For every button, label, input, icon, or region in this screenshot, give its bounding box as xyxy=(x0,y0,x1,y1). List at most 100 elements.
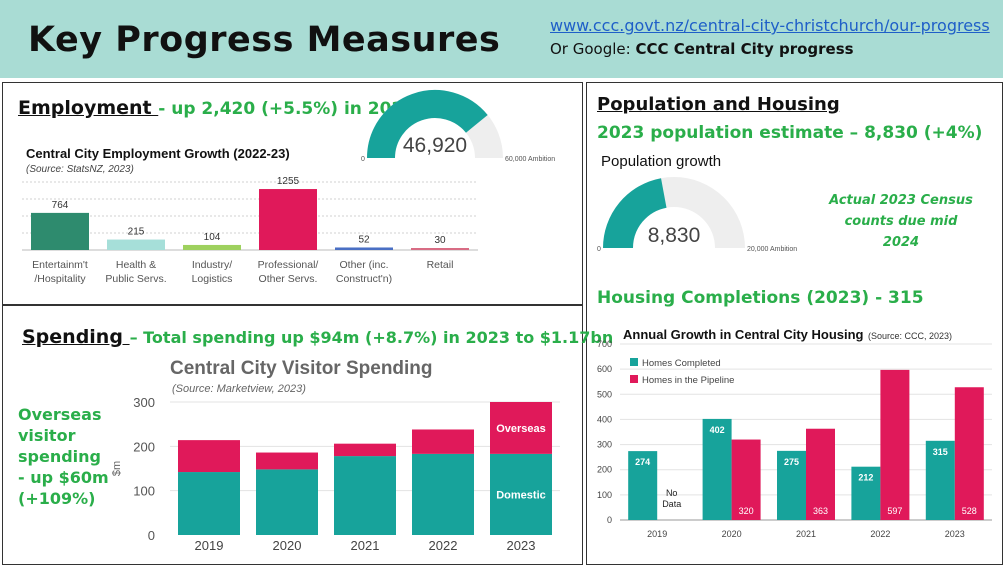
employment-heading: Employment - up 2,420 (+5.5%) in 2022-23 xyxy=(18,97,446,119)
housing-ytick: 200 xyxy=(597,465,612,475)
housing-completed-label: 402 xyxy=(710,425,725,435)
population-headline: 2023 population estimate – 8,830 (+4%) xyxy=(597,123,983,143)
population-gauge-fill xyxy=(603,178,668,249)
spending-xtick: 2021 xyxy=(351,538,380,553)
employment-category-label: Retail xyxy=(427,259,454,271)
spending-ytick: 200 xyxy=(133,439,155,454)
housing-completed-label: 315 xyxy=(933,447,948,457)
overseas-note-line: - up $60m xyxy=(18,468,109,487)
employment-bar xyxy=(335,247,393,250)
housing-xtick: 2021 xyxy=(796,529,816,539)
spending-chart-title: Central City Visitor Spending xyxy=(170,358,433,379)
housing-completed-label: 274 xyxy=(635,457,650,467)
housing-ytick: 300 xyxy=(597,440,612,450)
spending-xtick: 2023 xyxy=(507,538,536,553)
housing-bar-pipeline xyxy=(806,428,835,520)
spending-bar-overseas xyxy=(412,429,474,454)
population-gauge-min: 0 xyxy=(597,246,601,253)
housing-chart-source: (Source: CCC, 2023) xyxy=(867,331,952,341)
employment-value-label: 30 xyxy=(434,235,446,246)
spending-bar-domestic xyxy=(178,472,240,535)
housing-pipeline-label: 363 xyxy=(813,506,828,516)
employment-gauge: 46,920 0 60,000 Ambition xyxy=(361,90,555,163)
employment-chart-title: Central City Employment Growth (2022-23) xyxy=(26,146,290,161)
housing-xtick: 2022 xyxy=(870,529,890,539)
spending-headline: – Total spending up $94m (+8.7%) in 2023… xyxy=(129,328,614,347)
google-hint: Or Google: CCC Central City progress xyxy=(550,40,854,58)
housing-pipeline-label: 320 xyxy=(739,506,754,516)
employment-category-label: /Hospitality xyxy=(34,273,86,285)
employment-category-label: Public Servs. xyxy=(105,273,166,285)
employment-category-label: Industry/ xyxy=(192,259,232,271)
housing-chart-heading: Annual Growth in Central City Housing (S… xyxy=(623,326,952,344)
spending-bar-domestic xyxy=(256,469,318,535)
census-note-line: counts due mid 2024 xyxy=(844,214,958,250)
employment-chart: 764 Entertainm't/Hospitality 215 Health & Pu… xyxy=(22,176,478,285)
housing-headline: Housing Completions (2023) - 315 xyxy=(597,288,924,308)
spending-ytick: 300 xyxy=(133,395,155,410)
overseas-note-line: (+109%) xyxy=(18,489,96,508)
housing-ytick: 0 xyxy=(607,515,612,525)
google-query: CCC Central City progress xyxy=(635,40,854,58)
spending-chart-source: (Source: Marketview, 2023) xyxy=(172,383,306,395)
employment-category-label: Other (inc. xyxy=(339,259,388,271)
housing-legend-pipeline: Homes in the Pipeline xyxy=(642,375,734,386)
employment-gauge-min: 0 xyxy=(361,156,365,163)
housing-xtick: 2023 xyxy=(945,529,965,539)
spending-ytick: 100 xyxy=(133,484,155,499)
housing-ytick: 700 xyxy=(597,339,612,349)
housing-pipeline-label: 528 xyxy=(962,506,977,516)
google-prefix: Or Google: xyxy=(550,40,636,58)
housing-completed-label: 212 xyxy=(858,473,873,483)
employment-title: Employment xyxy=(18,97,159,119)
population-gauge-value: 8,830 xyxy=(648,224,701,247)
housing-no-data: Data xyxy=(662,499,681,509)
employment-gauge-max: 60,000 Ambition xyxy=(505,156,555,163)
population-gauge-max: 20,000 Ambition xyxy=(747,246,797,253)
employment-bar xyxy=(411,248,469,250)
spending-bar-domestic xyxy=(412,453,474,535)
employment-bar xyxy=(259,189,317,250)
employment-value-label: 215 xyxy=(128,227,145,238)
employment-category-label: Entertainm't xyxy=(32,259,88,271)
progress-link[interactable]: www.ccc.govt.nz/central-city-christchurc… xyxy=(550,16,990,35)
employment-headline: - up 2,420 (+5.5%) in 2022-23 xyxy=(158,99,446,119)
population-gauge: 8,830 0 20,000 Ambition xyxy=(597,177,797,253)
employment-value-label: 764 xyxy=(52,200,69,211)
spending-bar-overseas xyxy=(334,443,396,457)
overseas-note: Overseas visitor spending - up $60m (+10… xyxy=(18,404,109,509)
housing-bar-completed xyxy=(925,440,955,520)
overseas-note-line: visitor xyxy=(18,426,76,445)
housing-bar-completed xyxy=(851,466,881,520)
overseas-note-line: spending xyxy=(18,447,101,466)
employment-value-label: 52 xyxy=(358,234,370,245)
housing-legend-swatch-completed xyxy=(630,358,638,366)
census-note-line: Actual 2023 Census xyxy=(829,193,973,208)
housing-bar-pipeline xyxy=(954,387,984,520)
overseas-note-line: Overseas xyxy=(18,405,102,424)
housing-completed-label: 275 xyxy=(784,457,799,467)
page-title: Key Progress Measures xyxy=(28,20,501,60)
housing-bar-completed xyxy=(702,418,732,520)
housing-bar-completed xyxy=(628,451,658,520)
spending-title: Spending xyxy=(22,326,130,348)
employment-value-label: 1255 xyxy=(277,176,300,187)
employment-chart-source: (Source: StatsNZ, 2023) xyxy=(26,164,134,175)
spending-bar-domestic xyxy=(334,456,396,535)
employment-category-label: Logistics xyxy=(192,273,233,285)
housing-ytick: 600 xyxy=(597,364,612,374)
housing-bar-completed xyxy=(777,450,806,520)
employment-category-label: Professional/ xyxy=(258,259,319,271)
housing-legend-swatch-pipeline xyxy=(630,375,638,383)
spending-bar-overseas xyxy=(490,402,552,454)
spending-xtick: 2019 xyxy=(195,538,224,553)
population-subtitle: Population growth xyxy=(601,153,722,170)
housing-no-data: No xyxy=(666,488,678,498)
spending-xtick: 2022 xyxy=(429,538,458,553)
spending-bar-overseas xyxy=(256,452,318,470)
housing-xtick: 2020 xyxy=(722,529,742,539)
employment-value-label: 104 xyxy=(204,232,221,243)
housing-bar-pipeline xyxy=(880,369,910,520)
housing-ytick: 500 xyxy=(597,389,612,399)
